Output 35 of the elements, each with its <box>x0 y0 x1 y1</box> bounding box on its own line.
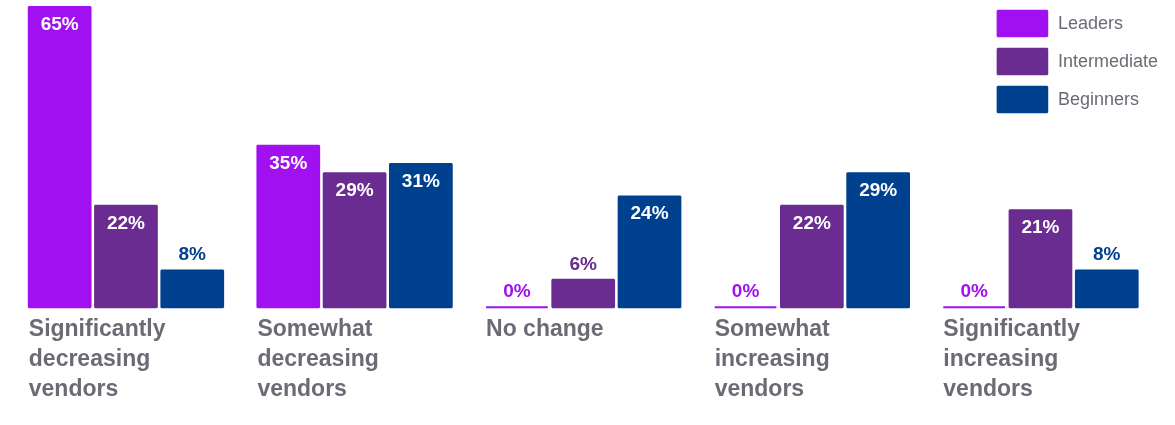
data-label: 0% <box>503 280 531 302</box>
x-tick-label: Significantly decreasing vendors <box>28 314 166 401</box>
x-tick-label: Significantly increasing vendors <box>943 314 1081 401</box>
legend-label: Leaders <box>1057 12 1123 34</box>
x-tick-label: Somewhat decreasing vendors <box>257 314 379 401</box>
bar <box>94 204 158 309</box>
x-tick-label: Somewhat increasing vendors <box>714 314 831 401</box>
data-label: 29% <box>859 179 898 201</box>
legend-label: Beginners <box>1057 88 1139 110</box>
data-label: 8% <box>178 243 207 265</box>
data-label: 8% <box>1093 243 1121 265</box>
bar <box>1074 269 1139 309</box>
data-label: 0% <box>731 280 760 302</box>
bar <box>256 144 321 309</box>
data-label: 6% <box>569 252 598 274</box>
bar <box>389 163 453 309</box>
data-label: 31% <box>401 170 441 192</box>
data-label: 65% <box>40 13 79 35</box>
data-label: 22% <box>792 211 831 233</box>
bar <box>846 172 911 309</box>
x-tick-label: No change <box>486 314 604 341</box>
data-label: 0% <box>960 280 988 302</box>
bar <box>27 6 92 309</box>
bar <box>160 269 225 309</box>
data-label: 35% <box>269 151 308 173</box>
bar <box>617 195 682 309</box>
data-label: 22% <box>106 211 146 233</box>
bar <box>779 204 844 309</box>
data-label: 24% <box>630 202 669 224</box>
legend-label: Intermediate <box>1057 50 1158 72</box>
bar <box>322 172 387 309</box>
data-label: 21% <box>1021 216 1060 238</box>
bar <box>551 278 616 309</box>
bar <box>1008 209 1073 309</box>
data-label: 29% <box>335 179 374 201</box>
